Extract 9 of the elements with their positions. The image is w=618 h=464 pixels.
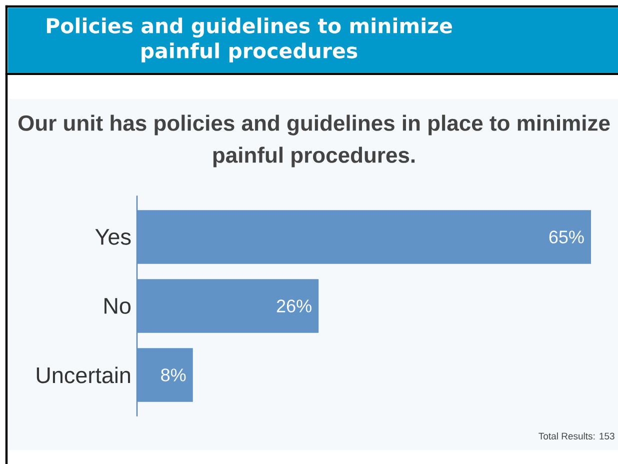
y-tick-label: No xyxy=(104,298,131,314)
y-tick-label: Yes xyxy=(95,229,131,245)
data-label: 65% xyxy=(549,230,584,244)
data-label: 26% xyxy=(276,300,312,312)
data-label: 8% xyxy=(161,368,186,382)
chart-title: Policies and guidelines to minimize painful procedures xyxy=(46,18,452,62)
y-tick-label: Uncertain xyxy=(36,366,130,384)
text: Total Results: 153 xyxy=(538,432,614,440)
chart-subtitle: Our unit has policies and guidelines in place to minimize painful procedures. xyxy=(18,114,610,168)
